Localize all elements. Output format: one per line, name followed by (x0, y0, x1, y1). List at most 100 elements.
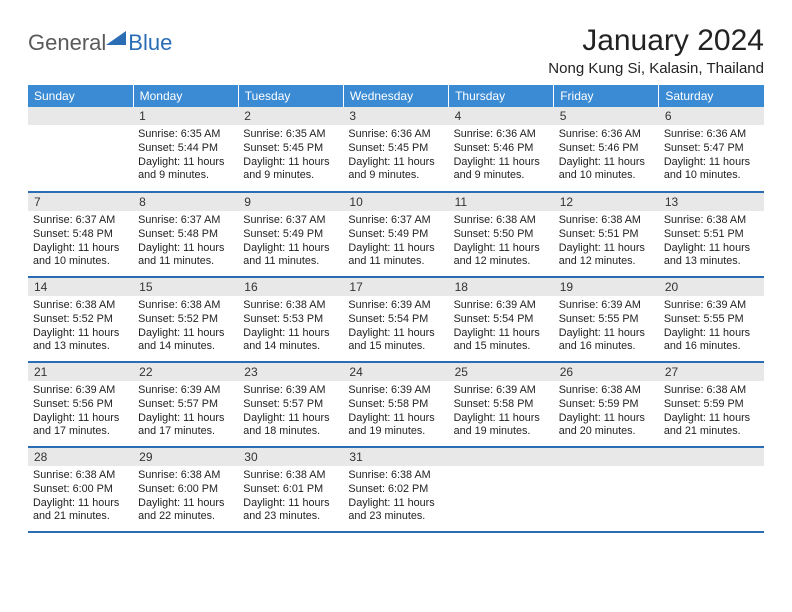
day-number: 24 (343, 363, 448, 381)
calendar-day-cell: 24Sunrise: 6:39 AMSunset: 5:58 PMDayligh… (343, 362, 448, 447)
calendar-week-row: 14Sunrise: 6:38 AMSunset: 5:52 PMDayligh… (28, 277, 764, 362)
calendar-day-cell: 7Sunrise: 6:37 AMSunset: 5:48 PMDaylight… (28, 192, 133, 277)
calendar-day-cell: 23Sunrise: 6:39 AMSunset: 5:57 PMDayligh… (238, 362, 343, 447)
day-body-empty (659, 466, 764, 516)
triangle-icon (106, 31, 126, 50)
day-number: 25 (449, 363, 554, 381)
day-details: Sunrise: 6:39 AMSunset: 5:58 PMDaylight:… (449, 381, 554, 443)
calendar-day-cell: 14Sunrise: 6:38 AMSunset: 5:52 PMDayligh… (28, 277, 133, 362)
weekday-header-row: SundayMondayTuesdayWednesdayThursdayFrid… (28, 85, 764, 107)
day-number: 28 (28, 448, 133, 466)
day-details: Sunrise: 6:38 AMSunset: 6:02 PMDaylight:… (343, 466, 448, 528)
day-details: Sunrise: 6:39 AMSunset: 5:56 PMDaylight:… (28, 381, 133, 443)
day-details: Sunrise: 6:39 AMSunset: 5:55 PMDaylight:… (554, 296, 659, 358)
day-details: Sunrise: 6:36 AMSunset: 5:45 PMDaylight:… (343, 125, 448, 187)
calendar-day-cell: 20Sunrise: 6:39 AMSunset: 5:55 PMDayligh… (659, 277, 764, 362)
day-details: Sunrise: 6:38 AMSunset: 5:52 PMDaylight:… (28, 296, 133, 358)
calendar-week-row: 21Sunrise: 6:39 AMSunset: 5:56 PMDayligh… (28, 362, 764, 447)
calendar-day-cell (28, 107, 133, 192)
calendar-day-cell: 8Sunrise: 6:37 AMSunset: 5:48 PMDaylight… (133, 192, 238, 277)
weekday-header: Sunday (28, 85, 133, 107)
day-number: 15 (133, 278, 238, 296)
day-body-empty (28, 125, 133, 175)
calendar-day-cell (449, 447, 554, 532)
location: Nong Kung Si, Kalasin, Thailand (548, 60, 764, 77)
day-details: Sunrise: 6:38 AMSunset: 6:00 PMDaylight:… (133, 466, 238, 528)
day-details: Sunrise: 6:39 AMSunset: 5:58 PMDaylight:… (343, 381, 448, 443)
calendar-day-cell: 29Sunrise: 6:38 AMSunset: 6:00 PMDayligh… (133, 447, 238, 532)
calendar-day-cell (554, 447, 659, 532)
calendar-day-cell: 9Sunrise: 6:37 AMSunset: 5:49 PMDaylight… (238, 192, 343, 277)
calendar-day-cell: 19Sunrise: 6:39 AMSunset: 5:55 PMDayligh… (554, 277, 659, 362)
day-details: Sunrise: 6:39 AMSunset: 5:57 PMDaylight:… (133, 381, 238, 443)
day-number: 26 (554, 363, 659, 381)
day-number: 27 (659, 363, 764, 381)
day-number: 29 (133, 448, 238, 466)
logo: General Blue (28, 30, 172, 56)
calendar-day-cell: 21Sunrise: 6:39 AMSunset: 5:56 PMDayligh… (28, 362, 133, 447)
day-number: 23 (238, 363, 343, 381)
day-details: Sunrise: 6:38 AMSunset: 5:50 PMDaylight:… (449, 211, 554, 273)
logo-text-blue: Blue (128, 30, 172, 56)
day-details: Sunrise: 6:38 AMSunset: 5:52 PMDaylight:… (133, 296, 238, 358)
weekday-header: Tuesday (238, 85, 343, 107)
calendar-day-cell: 18Sunrise: 6:39 AMSunset: 5:54 PMDayligh… (449, 277, 554, 362)
day-number-empty (659, 448, 764, 466)
day-details: Sunrise: 6:36 AMSunset: 5:46 PMDaylight:… (554, 125, 659, 187)
day-number: 31 (343, 448, 448, 466)
calendar-page: General Blue January 2024 Nong Kung Si, … (0, 0, 792, 547)
calendar-day-cell: 5Sunrise: 6:36 AMSunset: 5:46 PMDaylight… (554, 107, 659, 192)
calendar-day-cell: 1Sunrise: 6:35 AMSunset: 5:44 PMDaylight… (133, 107, 238, 192)
day-details: Sunrise: 6:38 AMSunset: 5:59 PMDaylight:… (554, 381, 659, 443)
day-number: 19 (554, 278, 659, 296)
day-details: Sunrise: 6:38 AMSunset: 5:59 PMDaylight:… (659, 381, 764, 443)
day-number: 5 (554, 107, 659, 125)
day-details: Sunrise: 6:37 AMSunset: 5:49 PMDaylight:… (238, 211, 343, 273)
logo-text-general: General (28, 30, 106, 56)
calendar-day-cell: 3Sunrise: 6:36 AMSunset: 5:45 PMDaylight… (343, 107, 448, 192)
calendar-day-cell: 27Sunrise: 6:38 AMSunset: 5:59 PMDayligh… (659, 362, 764, 447)
day-number: 8 (133, 193, 238, 211)
calendar-week-row: 28Sunrise: 6:38 AMSunset: 6:00 PMDayligh… (28, 447, 764, 532)
day-details: Sunrise: 6:39 AMSunset: 5:54 PMDaylight:… (449, 296, 554, 358)
calendar-day-cell: 16Sunrise: 6:38 AMSunset: 5:53 PMDayligh… (238, 277, 343, 362)
calendar-day-cell: 26Sunrise: 6:38 AMSunset: 5:59 PMDayligh… (554, 362, 659, 447)
day-number: 12 (554, 193, 659, 211)
day-details: Sunrise: 6:38 AMSunset: 5:51 PMDaylight:… (659, 211, 764, 273)
weekday-header: Monday (133, 85, 238, 107)
calendar-day-cell: 15Sunrise: 6:38 AMSunset: 5:52 PMDayligh… (133, 277, 238, 362)
day-number-empty (28, 107, 133, 125)
month-title: January 2024 (548, 24, 764, 58)
calendar-day-cell: 30Sunrise: 6:38 AMSunset: 6:01 PMDayligh… (238, 447, 343, 532)
day-number: 14 (28, 278, 133, 296)
calendar-day-cell: 2Sunrise: 6:35 AMSunset: 5:45 PMDaylight… (238, 107, 343, 192)
calendar-day-cell: 6Sunrise: 6:36 AMSunset: 5:47 PMDaylight… (659, 107, 764, 192)
day-number: 16 (238, 278, 343, 296)
calendar-day-cell: 10Sunrise: 6:37 AMSunset: 5:49 PMDayligh… (343, 192, 448, 277)
day-details: Sunrise: 6:35 AMSunset: 5:45 PMDaylight:… (238, 125, 343, 187)
calendar-day-cell: 22Sunrise: 6:39 AMSunset: 5:57 PMDayligh… (133, 362, 238, 447)
calendar-day-cell: 31Sunrise: 6:38 AMSunset: 6:02 PMDayligh… (343, 447, 448, 532)
day-details: Sunrise: 6:37 AMSunset: 5:48 PMDaylight:… (28, 211, 133, 273)
title-block: January 2024 Nong Kung Si, Kalasin, Thai… (548, 24, 764, 77)
calendar-day-cell: 13Sunrise: 6:38 AMSunset: 5:51 PMDayligh… (659, 192, 764, 277)
weekday-header: Wednesday (343, 85, 448, 107)
day-details: Sunrise: 6:39 AMSunset: 5:55 PMDaylight:… (659, 296, 764, 358)
day-number: 30 (238, 448, 343, 466)
day-details: Sunrise: 6:38 AMSunset: 5:53 PMDaylight:… (238, 296, 343, 358)
day-number: 11 (449, 193, 554, 211)
day-details: Sunrise: 6:35 AMSunset: 5:44 PMDaylight:… (133, 125, 238, 187)
calendar-day-cell: 12Sunrise: 6:38 AMSunset: 5:51 PMDayligh… (554, 192, 659, 277)
day-number: 7 (28, 193, 133, 211)
day-number: 10 (343, 193, 448, 211)
day-details: Sunrise: 6:36 AMSunset: 5:47 PMDaylight:… (659, 125, 764, 187)
calendar-week-row: 1Sunrise: 6:35 AMSunset: 5:44 PMDaylight… (28, 107, 764, 192)
day-details: Sunrise: 6:39 AMSunset: 5:57 PMDaylight:… (238, 381, 343, 443)
day-details: Sunrise: 6:36 AMSunset: 5:46 PMDaylight:… (449, 125, 554, 187)
day-number-empty (554, 448, 659, 466)
calendar-week-row: 7Sunrise: 6:37 AMSunset: 5:48 PMDaylight… (28, 192, 764, 277)
weekday-header: Thursday (449, 85, 554, 107)
day-details: Sunrise: 6:37 AMSunset: 5:48 PMDaylight:… (133, 211, 238, 273)
day-number: 13 (659, 193, 764, 211)
day-number: 2 (238, 107, 343, 125)
